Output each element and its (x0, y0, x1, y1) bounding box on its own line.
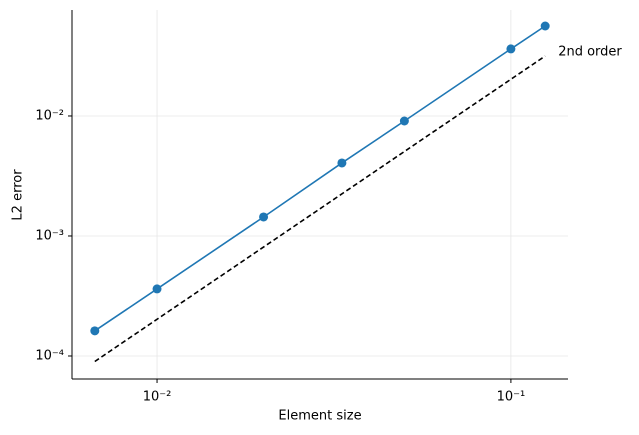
x-axis-label: Element size (278, 409, 361, 424)
data-point (152, 284, 162, 294)
data-point (259, 212, 269, 222)
y-tick-label: 10⁻³ (35, 228, 64, 243)
x-tick-label: 10⁻¹ (497, 390, 526, 405)
series-line (94, 55, 546, 363)
y-tick-label: 10⁻⁴ (35, 348, 64, 363)
data-point (337, 158, 347, 168)
annotation: 2nd order (558, 45, 622, 60)
data-point (540, 21, 550, 31)
data-point (399, 116, 409, 126)
x-tick-label: 10⁻² (143, 390, 172, 405)
data-point (506, 44, 516, 54)
y-tick-label: 10⁻² (35, 108, 64, 123)
data-point (90, 326, 100, 336)
y-axis-label: L2 error (11, 169, 26, 221)
series-line (94, 25, 546, 332)
